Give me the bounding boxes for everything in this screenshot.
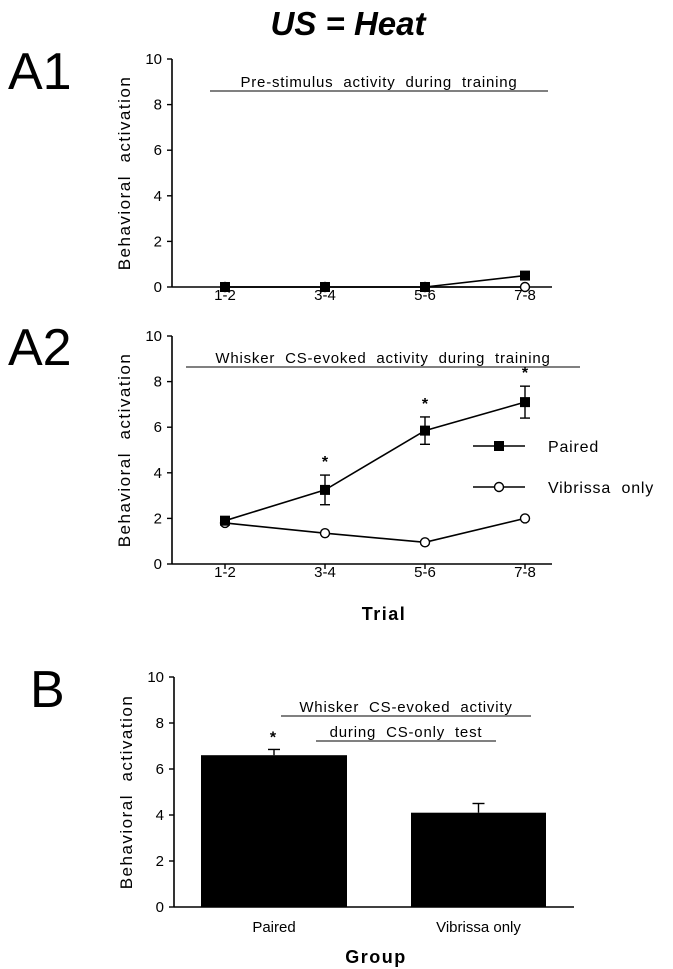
y-tick-label: 0: [156, 899, 164, 916]
data-point-square: [320, 282, 330, 292]
x-tick-label: 3-4: [314, 564, 336, 581]
data-point-square: [420, 425, 430, 436]
y-tick-label: 2: [154, 233, 162, 250]
data-point-square: [320, 484, 330, 495]
y-tick-label: 8: [154, 374, 162, 391]
data-point-square: [220, 515, 230, 526]
y-axis-label: Behavioral activation: [117, 695, 136, 890]
y-tick-label: 2: [156, 853, 164, 870]
series-line: [224, 401, 526, 522]
y-axis-label: Behavioral activation: [115, 353, 134, 548]
data-point-circle: [519, 513, 531, 524]
figure-title: US = Heat: [271, 5, 428, 42]
x-tick-label: Paired: [252, 919, 295, 936]
data-point-square: [220, 282, 230, 292]
data-point-square: [520, 270, 530, 281]
significance-marker: *: [522, 365, 529, 382]
x-tick-label: 1-2: [214, 564, 236, 581]
plot-b: 0 2 4 6 8 10 Behavioral activation Whisker CS-e…: [117, 669, 574, 967]
x-tick-label: Vibrissa only: [436, 919, 521, 936]
panel-label-a1: A1: [8, 43, 72, 101]
annotation-text: Pre-stimulus activity during training: [240, 74, 517, 91]
y-tick-label: 10: [145, 328, 162, 345]
y-tick-label: 10: [145, 51, 162, 68]
significance-marker: *: [322, 454, 329, 471]
y-tick-label: 4: [154, 465, 162, 482]
legend-label: Vibrissa only: [548, 480, 654, 497]
y-tick-label: 4: [154, 188, 162, 205]
panel-b: B 0 2 4 6 8 10 Behavioral activation Whisker CS…: [30, 661, 574, 967]
series-line: [225, 274, 526, 288]
series-line: [224, 517, 526, 544]
y-tick-label: 4: [156, 807, 164, 824]
y-axis-label: Behavioral activation: [115, 76, 134, 271]
x-tick-label: 5-6: [414, 564, 436, 581]
significance-marker: *: [270, 729, 277, 746]
panel-a2: A2 0 2 4 6 8 10 Behavioral activation Whisker C…: [8, 319, 654, 624]
panel-label-a2: A2: [8, 319, 72, 377]
y-tick-label: 8: [154, 97, 162, 114]
panel-label-b: B: [30, 661, 65, 719]
annotation-text: Whisker CS-evoked activity: [299, 699, 512, 716]
legend-label: Paired: [548, 439, 599, 456]
legend-marker-square: [494, 441, 504, 451]
x-tick-label: 7-8: [514, 564, 536, 581]
data-point-circle: [519, 281, 531, 293]
legend-marker-circle: [493, 481, 505, 493]
y-tick-label: 10: [147, 669, 164, 686]
data-point-square: [420, 282, 430, 292]
x-tick-label: 1-2: [214, 287, 236, 304]
x-axis-label: Trial: [362, 604, 407, 624]
y-tick-label: 6: [154, 419, 162, 436]
annotation-text: Whisker CS-evoked activity during traini…: [215, 350, 550, 367]
plot-a1: 0 2 4 6 8 10 Behavioral activation Pre-stimulus…: [115, 51, 552, 304]
annotation-text: during CS-only test: [330, 724, 483, 741]
data-point-square: [520, 397, 530, 408]
plot-a2: 0 2 4 6 8 10 Behavioral activation Whisker CS-e…: [115, 328, 654, 624]
data-point-circle: [419, 537, 431, 548]
significance-marker: *: [422, 396, 429, 413]
x-tick-label: 5-6: [414, 287, 436, 304]
y-tick-label: 0: [154, 556, 162, 573]
y-tick-label: 6: [156, 761, 164, 778]
data-point-circle: [319, 528, 331, 539]
y-tick-label: 6: [154, 142, 162, 159]
x-tick-label: 3-4: [314, 287, 336, 304]
bar: [201, 755, 347, 907]
y-tick-label: 8: [156, 715, 164, 732]
x-axis-label: Group: [345, 947, 407, 967]
panel-a1: A1 0 2 4 6 8 10 Behavioral activation Pre-stimu…: [8, 43, 552, 304]
bar: [411, 812, 546, 907]
y-tick-label: 0: [154, 279, 162, 296]
y-tick-label: 2: [154, 510, 162, 527]
x-tick-label: 7-8: [514, 287, 536, 304]
